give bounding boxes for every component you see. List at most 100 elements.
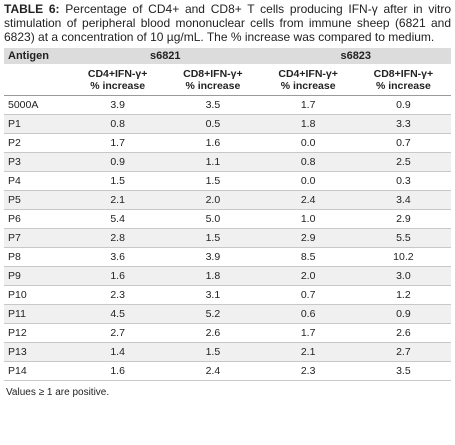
value-cell: 2.1 [260, 342, 356, 362]
sub-header-line2: % increase [90, 80, 146, 92]
value-cell: 0.0 [260, 171, 356, 191]
table-row: 5000A 3.9 3.5 1.7 0.9 [4, 95, 451, 115]
value-cell: 1.5 [165, 171, 261, 191]
value-cell: 1.5 [70, 171, 166, 191]
table-row: P2 1.7 1.6 0.0 0.7 [4, 133, 451, 153]
sub-header-cd8-s6823: CD8+IFN-γ+% increase [355, 64, 451, 96]
group-header-s6821: s6821 [70, 48, 261, 64]
antigen-cell: P1 [4, 114, 70, 134]
value-cell: 3.4 [355, 190, 451, 210]
sub-header-cd4-s6821: CD4+IFN-γ+% increase [70, 64, 166, 96]
table-row: P5 2.1 2.0 2.4 3.4 [4, 190, 451, 210]
value-cell: 3.5 [165, 95, 261, 115]
value-cell: 1.5 [165, 342, 261, 362]
value-cell: 2.4 [165, 361, 261, 381]
value-cell: 2.0 [165, 190, 261, 210]
value-cell: 5.0 [165, 209, 261, 229]
table-caption: TABLE 6: Percentage of CD4+ and CD8+ T c… [4, 2, 451, 44]
value-cell: 5.5 [355, 228, 451, 248]
table-row: P8 3.6 3.9 8.5 10.2 [4, 247, 451, 267]
value-cell: 1.8 [260, 114, 356, 134]
table-row: P11 4.5 5.2 0.6 0.9 [4, 304, 451, 324]
value-cell: 2.0 [260, 266, 356, 286]
value-cell: 2.9 [260, 228, 356, 248]
table-row: P9 1.6 1.8 2.0 3.0 [4, 266, 451, 286]
value-cell: 0.8 [260, 152, 356, 172]
value-cell: 0.5 [165, 114, 261, 134]
antigen-cell: P6 [4, 209, 70, 229]
sub-header-line1: CD4+IFN-γ+ [278, 68, 338, 80]
value-cell: 2.3 [70, 285, 166, 305]
value-cell: 10.2 [355, 247, 451, 267]
table-row: P7 2.8 1.5 2.9 5.5 [4, 228, 451, 248]
value-cell: 3.1 [165, 285, 261, 305]
value-cell: 3.5 [355, 361, 451, 381]
value-cell: 0.9 [355, 304, 451, 324]
value-cell: 0.8 [70, 114, 166, 134]
value-cell: 0.9 [355, 95, 451, 115]
antigen-cell: P7 [4, 228, 70, 248]
value-cell: 3.9 [70, 95, 166, 115]
antigen-cell: P9 [4, 266, 70, 286]
group-header-row: Antigen s6821 s6823 [4, 48, 451, 64]
antigen-cell: P8 [4, 247, 70, 267]
sub-header-cd8-s6821: CD8+IFN-γ+% increase [165, 64, 261, 96]
value-cell: 2.7 [70, 323, 166, 343]
antigen-header: Antigen [4, 48, 70, 64]
value-cell: 2.8 [70, 228, 166, 248]
value-cell: 2.6 [165, 323, 261, 343]
results-table: Antigen s6821 s6823 CD4+IFN-γ+% increase… [4, 48, 451, 381]
sub-header-blank [4, 64, 70, 96]
antigen-cell: P3 [4, 152, 70, 172]
sub-header-line2: % increase [375, 80, 431, 92]
value-cell: 0.3 [355, 171, 451, 191]
value-cell: 3.3 [355, 114, 451, 134]
value-cell: 2.3 [260, 361, 356, 381]
caption-text: Percentage of CD4+ and CD8+ T cells prod… [4, 2, 451, 44]
value-cell: 1.2 [355, 285, 451, 305]
value-cell: 0.0 [260, 133, 356, 153]
value-cell: 3.9 [165, 247, 261, 267]
sub-header-line2: % increase [185, 80, 241, 92]
value-cell: 0.7 [355, 133, 451, 153]
table-row: P1 0.8 0.5 1.8 3.3 [4, 114, 451, 134]
value-cell: 5.2 [165, 304, 261, 324]
table-row: P14 1.6 2.4 2.3 3.5 [4, 361, 451, 381]
antigen-cell: P5 [4, 190, 70, 210]
antigen-cell: P11 [4, 304, 70, 324]
antigen-cell: P4 [4, 171, 70, 191]
caption-label: TABLE 6: [4, 2, 60, 16]
value-cell: 1.5 [165, 228, 261, 248]
sub-header-line1: CD4+IFN-γ+ [87, 68, 148, 80]
antigen-cell: P12 [4, 323, 70, 343]
antigen-cell: P2 [4, 133, 70, 153]
value-cell: 0.6 [260, 304, 356, 324]
table-footnote: Values ≥ 1 are positive. [6, 387, 110, 398]
table-row: P4 1.5 1.5 0.0 0.3 [4, 171, 451, 191]
value-cell: 5.4 [70, 209, 166, 229]
sub-header-line1: CD8+IFN-γ+ [373, 68, 434, 80]
antigen-cell: P10 [4, 285, 70, 305]
value-cell: 3.6 [70, 247, 166, 267]
value-cell: 4.5 [70, 304, 166, 324]
value-cell: 2.9 [355, 209, 451, 229]
value-cell: 0.7 [260, 285, 356, 305]
antigen-cell: 5000A [4, 95, 70, 115]
sub-header-line2: % increase [280, 80, 336, 92]
table-row: P6 5.4 5.0 1.0 2.9 [4, 209, 451, 229]
value-cell: 1.7 [70, 133, 166, 153]
value-cell: 2.4 [260, 190, 356, 210]
sub-header-row: CD4+IFN-γ+% increase CD8+IFN-γ+% increas… [4, 64, 451, 96]
table-row: P13 1.4 1.5 2.1 2.7 [4, 342, 451, 362]
table-row: P3 0.9 1.1 0.8 2.5 [4, 152, 451, 172]
value-cell: 1.6 [165, 133, 261, 153]
value-cell: 3.0 [355, 266, 451, 286]
value-cell: 2.1 [70, 190, 166, 210]
value-cell: 2.5 [355, 152, 451, 172]
value-cell: 2.6 [355, 323, 451, 343]
value-cell: 1.1 [165, 152, 261, 172]
value-cell: 1.0 [260, 209, 356, 229]
sub-header-cd4-s6823: CD4+IFN-γ+% increase [260, 64, 356, 96]
sub-header-line1: CD8+IFN-γ+ [183, 68, 243, 80]
